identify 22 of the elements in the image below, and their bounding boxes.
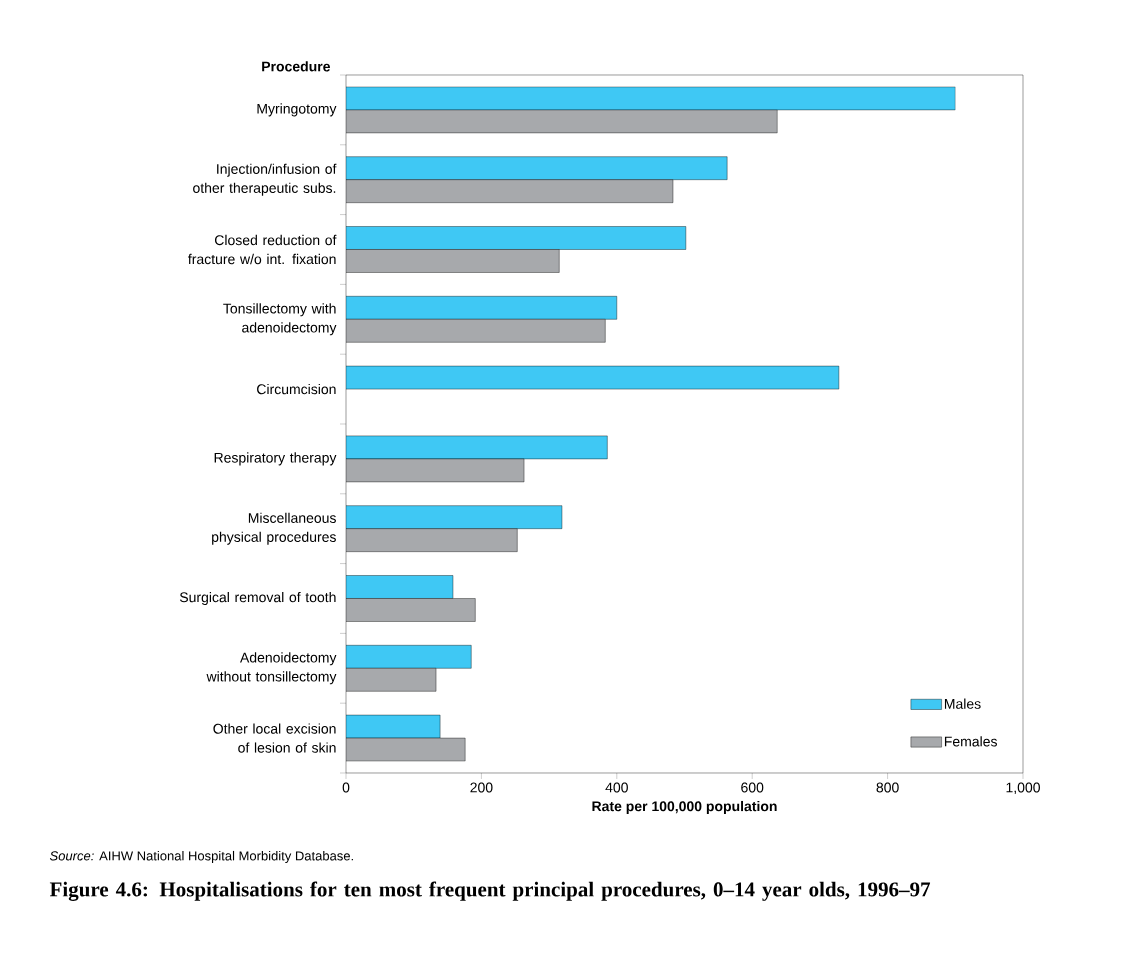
text: Figure 4.6: Hospitalisations for ten most frequent principal procedures, 0–14 year olds, 1996–97 xyxy=(49,881,931,901)
y-tick-label: Closed reduction of fracture w/o int. fixation xyxy=(188,234,337,265)
text: Source: AIHW National Hospital Morbidity Database. xyxy=(49,850,353,864)
y-tick-label: Injection/infusion of other therapeutic subs. xyxy=(193,163,337,196)
y-tick-label: Adenoidectomy without tonsillectomy xyxy=(206,652,337,685)
y-tick-label: Respiratory therapy xyxy=(214,452,337,466)
y-tick-label: Surgical removal of tooth xyxy=(179,591,336,606)
y-axis-title: Procedure xyxy=(262,61,330,72)
y-tick-label: Myringotomy xyxy=(257,103,337,117)
y-tick-label: Other local excision of lesion of skin xyxy=(213,723,336,753)
y-tick-label: Miscellaneous physical procedures xyxy=(212,512,336,545)
y-tick-label: Circumcision xyxy=(257,383,336,395)
x-tick-label: 400 xyxy=(605,782,628,793)
x-tick-label: 1,000 xyxy=(1006,782,1040,795)
x-tick-label: 800 xyxy=(876,782,899,793)
x-tick-label: 200 xyxy=(470,782,493,793)
legend-label: Males xyxy=(944,698,981,709)
x-tick-label: 600 xyxy=(741,782,764,793)
x-axis-title: Rate per 100,000 population xyxy=(592,800,777,814)
y-tick-label: Tonsillectomy with adenoidectomy xyxy=(223,303,337,336)
legend-label: Females xyxy=(944,736,997,747)
x-tick-label: 0 xyxy=(342,782,350,793)
